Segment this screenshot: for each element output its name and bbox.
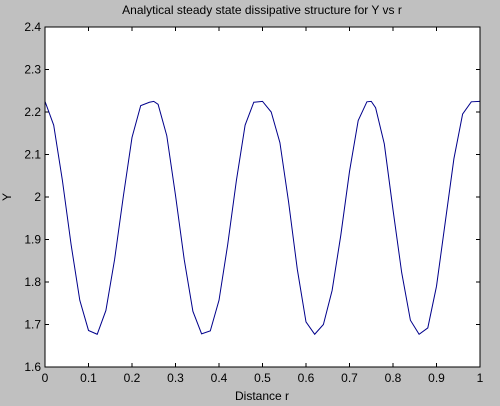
plot-frame xyxy=(44,26,481,368)
x-tick-label: 0.2 xyxy=(124,371,141,385)
y-tick-label: 2 xyxy=(34,190,41,204)
y-tick-label: 1.9 xyxy=(24,233,41,247)
y-tick-label: 1.6 xyxy=(24,360,41,374)
x-tick-label: 0.6 xyxy=(298,371,315,385)
y-axis-label: Y xyxy=(0,193,14,201)
y-tick-label: 2.4 xyxy=(24,20,41,34)
x-tick-label: 0.7 xyxy=(341,371,358,385)
x-tick-label: 0 xyxy=(42,371,49,385)
x-tick-label: 0.5 xyxy=(254,371,271,385)
x-tick-label: 0.4 xyxy=(211,371,228,385)
x-axis-ticks: 0 0.1 0.2 0.3 0.4 0.5 0.6 0.7 0.8 0.9 1 xyxy=(42,27,484,385)
y-tick-label: 2.1 xyxy=(24,148,41,162)
x-tick-label: 0.1 xyxy=(80,371,97,385)
y-tick-label: 1.8 xyxy=(24,275,41,289)
y-tick-label: 1.7 xyxy=(24,318,41,332)
y-axis-ticks: 1.6 1.7 1.8 1.9 2 2.1 2.2 2.3 2.4 xyxy=(24,20,480,374)
x-tick-label: 0.9 xyxy=(428,371,445,385)
x-axis-label: Distance r xyxy=(235,389,289,403)
x-tick-label: 0.8 xyxy=(385,371,402,385)
plot-area xyxy=(45,27,480,367)
chart-title: Analytical steady state dissipative stru… xyxy=(122,3,402,17)
x-tick-label: 0.3 xyxy=(167,371,184,385)
series-line xyxy=(44,100,481,336)
y-tick-label: 2.2 xyxy=(24,105,41,119)
y-tick-label: 2.3 xyxy=(24,63,41,77)
x-tick-label: 1 xyxy=(477,371,484,385)
